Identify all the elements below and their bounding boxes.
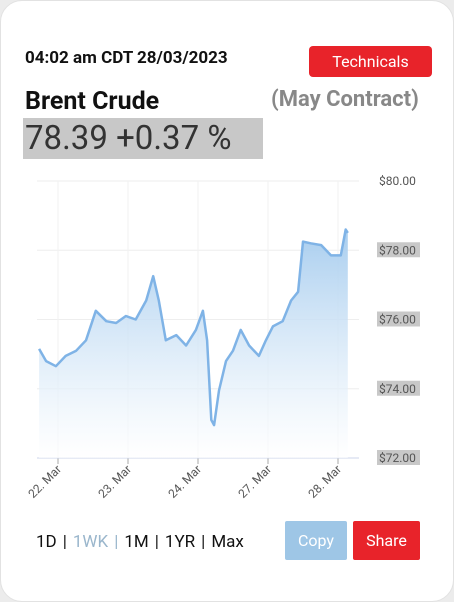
tick-highlight	[377, 311, 420, 327]
tick-highlight	[377, 450, 420, 465]
y-tick-label: $72.00	[379, 451, 416, 465]
x-tick-label: 24. Mar	[165, 462, 204, 501]
x-tick-label: 27. Mar	[235, 462, 274, 501]
range-selector: 1D | 1WK | 1M | 1YR | Max	[36, 532, 250, 552]
x-tick-label: 22. Mar	[25, 462, 64, 501]
x-tick-label: 28. Mar	[305, 462, 344, 501]
tick-highlight	[377, 242, 420, 258]
x-tick-label: 23. Mar	[95, 462, 134, 501]
area-fill	[39, 229, 348, 458]
technicals-button[interactable]: Technicals	[309, 46, 432, 77]
y-tick-label: $74.00	[379, 382, 416, 396]
instrument-name: Brent Crude	[25, 87, 160, 116]
separator: |	[154, 532, 159, 552]
contract-label: (May Contract)	[271, 87, 419, 112]
price-change: +0.37 %	[116, 119, 232, 158]
range-option[interactable]: 1WK	[72, 532, 109, 552]
range-option[interactable]: 1YR	[164, 532, 196, 552]
range-option[interactable]: Max	[211, 532, 244, 552]
price-line	[38, 228, 349, 427]
y-tick-label: $78.00	[379, 243, 416, 257]
price-box: 78.39 +0.37 %	[23, 118, 263, 159]
chart: $80.00 $78.00 $76.00 $74.00 $72.00 22. Mar 23.…	[25, 174, 420, 501]
copy-button[interactable]: Copy	[285, 521, 347, 560]
y-tick-label: $76.00	[379, 313, 416, 327]
timestamp: 04:02 am CDT 28/03/2023	[25, 48, 228, 68]
range-option[interactable]: 1D	[36, 532, 57, 552]
price: 78.39	[25, 119, 108, 158]
share-button[interactable]: Share	[353, 521, 420, 560]
separator: |	[62, 532, 67, 552]
range-option[interactable]: 1M	[124, 532, 149, 552]
tick-highlight	[377, 380, 420, 396]
separator: |	[114, 532, 119, 552]
separator: |	[201, 532, 206, 552]
y-tick-label: $80.00	[379, 174, 416, 188]
